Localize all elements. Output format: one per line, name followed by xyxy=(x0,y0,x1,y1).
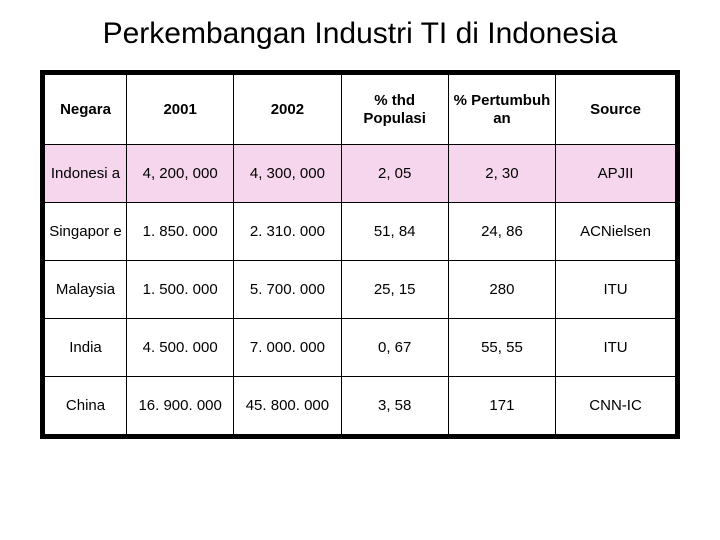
table-cell: 1. 850. 000 xyxy=(127,203,234,261)
table-cell: 2, 05 xyxy=(341,145,448,203)
col-header-2001: 2001 xyxy=(127,75,234,145)
table-cell: 4. 500. 000 xyxy=(127,319,234,377)
table-cell: 45. 800. 000 xyxy=(234,377,341,435)
table-cell: 2, 30 xyxy=(448,145,555,203)
table-cell: ITU xyxy=(556,261,676,319)
table-cell: 1. 500. 000 xyxy=(127,261,234,319)
table-cell: 7. 000. 000 xyxy=(234,319,341,377)
table-cell: 55, 55 xyxy=(448,319,555,377)
table-cell: 171 xyxy=(448,377,555,435)
table-cell: 0, 67 xyxy=(341,319,448,377)
table-cell: CNN-IC xyxy=(556,377,676,435)
table-cell: ACNielsen xyxy=(556,203,676,261)
table-cell: Malaysia xyxy=(45,261,127,319)
table-cell: 2. 310. 000 xyxy=(234,203,341,261)
table-cell: 51, 84 xyxy=(341,203,448,261)
table-cell: 24, 86 xyxy=(448,203,555,261)
table-header-row: Negara 2001 2002 % thd Populasi % Pertum… xyxy=(45,75,676,145)
table-row: China16. 900. 00045. 800. 0003, 58171CNN… xyxy=(45,377,676,435)
table-cell: 5. 700. 000 xyxy=(234,261,341,319)
data-table: Negara 2001 2002 % thd Populasi % Pertum… xyxy=(44,74,676,435)
table-body: Indonesi a4, 200, 0004, 300, 0002, 052, … xyxy=(45,145,676,435)
page-title: Perkembangan Industri TI di Indonesia xyxy=(103,16,618,52)
table-cell: 4, 200, 000 xyxy=(127,145,234,203)
table-cell: 16. 900. 000 xyxy=(127,377,234,435)
table-cell: Indonesi a xyxy=(45,145,127,203)
col-header-2002: 2002 xyxy=(234,75,341,145)
table-cell: 3, 58 xyxy=(341,377,448,435)
table-row: Indonesi a4, 200, 0004, 300, 0002, 052, … xyxy=(45,145,676,203)
col-header-pertumbuhan: % Pertumbuh an xyxy=(448,75,555,145)
col-header-populasi: % thd Populasi xyxy=(341,75,448,145)
table-cell: India xyxy=(45,319,127,377)
table-cell: ITU xyxy=(556,319,676,377)
table-cell: Singapor e xyxy=(45,203,127,261)
table-row: India4. 500. 0007. 000. 0000, 6755, 55IT… xyxy=(45,319,676,377)
data-table-container: Negara 2001 2002 % thd Populasi % Pertum… xyxy=(40,70,680,439)
table-cell: 280 xyxy=(448,261,555,319)
table-row: Singapor e1. 850. 0002. 310. 00051, 8424… xyxy=(45,203,676,261)
col-header-negara: Negara xyxy=(45,75,127,145)
col-header-source: Source xyxy=(556,75,676,145)
table-cell: China xyxy=(45,377,127,435)
table-cell: 4, 300, 000 xyxy=(234,145,341,203)
table-cell: 25, 15 xyxy=(341,261,448,319)
table-row: Malaysia1. 500. 0005. 700. 00025, 15280I… xyxy=(45,261,676,319)
table-cell: APJII xyxy=(556,145,676,203)
